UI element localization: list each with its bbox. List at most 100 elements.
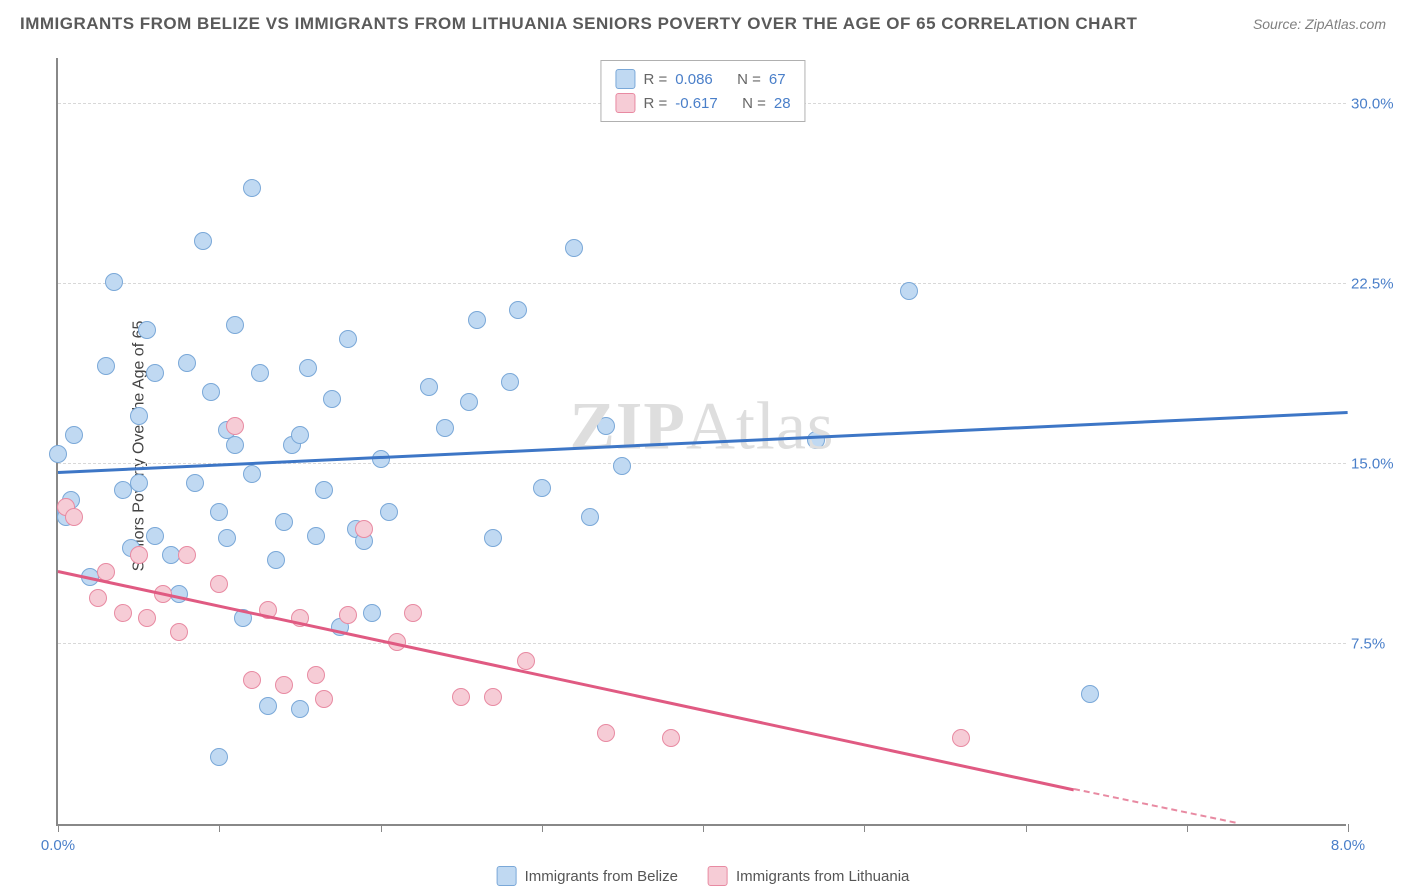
scatter-point-series-1 (130, 407, 148, 425)
scatter-point-series-1 (275, 513, 293, 531)
scatter-point-series-1 (1081, 685, 1099, 703)
x-tick (1348, 824, 1349, 832)
scatter-point-series-2 (275, 676, 293, 694)
scatter-point-series-1 (501, 373, 519, 391)
legend-series-box: Immigrants from Belize Immigrants from L… (497, 866, 910, 886)
plot-area: ZIPAtlas 7.5%15.0%22.5%30.0%0.0%8.0% (56, 58, 1346, 826)
watermark-light: Atlas (686, 387, 835, 463)
scatter-point-series-2 (315, 690, 333, 708)
y-tick-label: 30.0% (1351, 96, 1406, 113)
scatter-point-series-1 (613, 457, 631, 475)
legend-item-series-2: Immigrants from Lithuania (708, 866, 909, 886)
scatter-point-series-2 (517, 652, 535, 670)
legend-r-label-2: R = (643, 95, 667, 112)
scatter-point-series-1 (259, 697, 277, 715)
scatter-point-series-1 (509, 301, 527, 319)
x-tick-label: 0.0% (41, 837, 75, 854)
scatter-point-series-1 (900, 282, 918, 300)
chart-title: IMMIGRANTS FROM BELIZE VS IMMIGRANTS FRO… (20, 14, 1137, 34)
scatter-point-series-1 (291, 700, 309, 718)
scatter-point-series-1 (597, 417, 615, 435)
x-tick (1187, 824, 1188, 832)
scatter-point-series-1 (202, 383, 220, 401)
scatter-point-series-1 (533, 479, 551, 497)
scatter-point-series-1 (146, 527, 164, 545)
scatter-point-series-1 (105, 273, 123, 291)
scatter-point-series-1 (49, 445, 67, 463)
scatter-point-series-2 (452, 688, 470, 706)
x-tick (1026, 824, 1027, 832)
scatter-point-series-2 (89, 589, 107, 607)
scatter-point-series-2 (952, 729, 970, 747)
legend-n-label-2: N = (742, 95, 766, 112)
legend-swatch-series-1 (615, 69, 635, 89)
scatter-point-series-1 (210, 748, 228, 766)
scatter-point-series-2 (662, 729, 680, 747)
scatter-point-series-1 (420, 378, 438, 396)
scatter-point-series-1 (226, 316, 244, 334)
legend-r-value-1: 0.086 (675, 71, 713, 88)
scatter-point-series-1 (299, 359, 317, 377)
y-tick-label: 22.5% (1351, 276, 1406, 293)
scatter-point-series-1 (363, 604, 381, 622)
scatter-point-series-1 (323, 390, 341, 408)
scatter-point-series-1 (307, 527, 325, 545)
scatter-point-series-1 (581, 508, 599, 526)
scatter-point-series-1 (807, 431, 825, 449)
x-tick (864, 824, 865, 832)
scatter-point-series-1 (194, 232, 212, 250)
scatter-point-series-2 (210, 575, 228, 593)
scatter-point-series-1 (291, 426, 309, 444)
scatter-point-series-1 (146, 364, 164, 382)
x-tick (58, 824, 59, 832)
scatter-point-series-1 (468, 311, 486, 329)
gridline (58, 643, 1346, 644)
scatter-point-series-1 (218, 529, 236, 547)
legend-n-value-2: 28 (774, 95, 791, 112)
chart-container: IMMIGRANTS FROM BELIZE VS IMMIGRANTS FRO… (0, 0, 1406, 892)
scatter-point-series-2 (226, 417, 244, 435)
scatter-point-series-1 (178, 354, 196, 372)
legend-swatch-series-2 (615, 93, 635, 113)
x-tick (542, 824, 543, 832)
legend-n-label-1: N = (737, 71, 761, 88)
scatter-point-series-1 (243, 179, 261, 197)
legend-row-series-1: R = 0.086 N = 67 (615, 67, 790, 91)
y-tick-label: 7.5% (1351, 636, 1406, 653)
trend-line-series-1 (58, 411, 1348, 473)
gridline (58, 283, 1346, 284)
scatter-point-series-1 (210, 503, 228, 521)
scatter-point-series-2 (404, 604, 422, 622)
scatter-point-series-2 (339, 606, 357, 624)
legend-label-series-2: Immigrants from Lithuania (736, 868, 909, 885)
scatter-point-series-2 (178, 546, 196, 564)
x-tick (219, 824, 220, 832)
scatter-point-series-1 (372, 450, 390, 468)
legend-item-series-1: Immigrants from Belize (497, 866, 678, 886)
scatter-point-series-2 (114, 604, 132, 622)
scatter-point-series-1 (380, 503, 398, 521)
scatter-point-series-1 (243, 465, 261, 483)
scatter-point-series-2 (307, 666, 325, 684)
scatter-point-series-1 (226, 436, 244, 454)
scatter-point-series-1 (565, 239, 583, 257)
scatter-point-series-2 (355, 520, 373, 538)
scatter-point-series-1 (97, 357, 115, 375)
scatter-point-series-2 (597, 724, 615, 742)
scatter-point-series-1 (339, 330, 357, 348)
scatter-point-series-2 (484, 688, 502, 706)
legend-n-value-1: 67 (769, 71, 786, 88)
legend-correlation-box: R = 0.086 N = 67 R = -0.617 N = 28 (600, 60, 805, 122)
scatter-point-series-2 (130, 546, 148, 564)
scatter-point-series-2 (170, 623, 188, 641)
scatter-point-series-2 (243, 671, 261, 689)
scatter-point-series-1 (65, 426, 83, 444)
watermark-bold: ZIP (570, 387, 686, 463)
scatter-point-series-1 (186, 474, 204, 492)
scatter-point-series-1 (315, 481, 333, 499)
scatter-point-series-2 (138, 609, 156, 627)
x-tick (703, 824, 704, 832)
x-tick-label: 8.0% (1331, 837, 1365, 854)
x-tick (381, 824, 382, 832)
scatter-point-series-1 (436, 419, 454, 437)
